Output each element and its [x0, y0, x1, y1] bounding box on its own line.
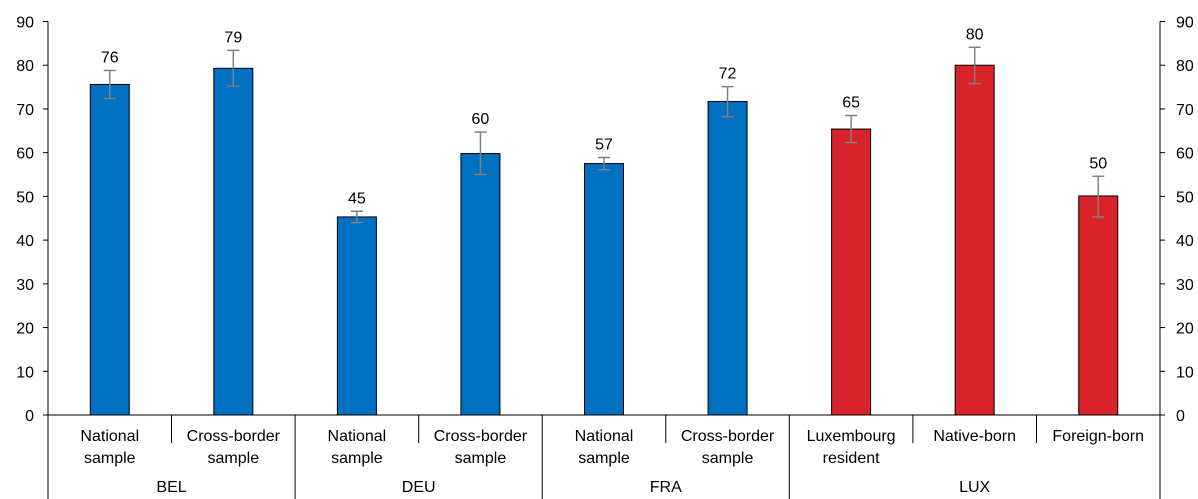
data-label: 76	[101, 49, 119, 66]
bar	[89, 83, 130, 416]
left-y-tick-label: 80	[16, 58, 34, 75]
category-label: sample	[702, 450, 754, 467]
category-label: Cross-border	[434, 428, 528, 445]
bar	[213, 67, 254, 416]
data-label: 57	[595, 136, 613, 153]
right-y-tick-label: 0	[1176, 408, 1185, 425]
group-label: DEU	[402, 479, 436, 496]
data-label: 50	[1089, 155, 1107, 172]
left-y-tick-label: 10	[16, 364, 34, 381]
bar	[584, 163, 624, 416]
category-label: sample	[84, 450, 136, 467]
bar	[831, 128, 872, 416]
left-y-tick-label: 20	[16, 321, 34, 338]
category-label: Cross-border	[187, 428, 281, 445]
left-y-tick-label: 90	[16, 15, 34, 32]
data-label: 72	[719, 66, 737, 83]
left-y-tick-label: 40	[16, 233, 34, 250]
group-label: LUX	[959, 479, 990, 496]
left-y-tick-label: 30	[16, 277, 34, 294]
right-y-tick-label: 20	[1176, 321, 1194, 338]
data-label: 60	[472, 111, 490, 128]
category-label: sample	[331, 450, 383, 467]
left-y-tick-label: 60	[16, 146, 34, 163]
right-y-tick-label: 60	[1176, 146, 1194, 163]
category-label: National	[328, 428, 387, 445]
category-label: Luxembourg	[807, 428, 896, 445]
category-label: sample	[455, 450, 507, 467]
category-label: Foreign-born	[1052, 428, 1144, 445]
left-y-tick-label: 50	[16, 189, 34, 206]
group-label: FRA	[650, 479, 682, 496]
data-label: 80	[966, 26, 984, 43]
right-y-tick-label: 90	[1176, 15, 1194, 32]
right-y-tick-label: 50	[1176, 189, 1194, 206]
category-label: Cross-border	[681, 428, 775, 445]
bar	[1078, 195, 1119, 416]
bar	[707, 101, 748, 416]
bar	[954, 64, 995, 416]
right-y-tick-label: 30	[1176, 277, 1194, 294]
right-y-tick-label: 10	[1176, 364, 1194, 381]
category-label: resident	[823, 450, 880, 467]
group-label: BEL	[156, 479, 186, 496]
category-label: National	[80, 428, 139, 445]
data-label: 65	[842, 95, 860, 112]
left-y-tick-label: 70	[16, 102, 34, 119]
left-y-tick-label: 0	[25, 408, 34, 425]
bar	[460, 153, 501, 416]
right-y-tick-label: 80	[1176, 58, 1194, 75]
category-label: sample	[578, 450, 630, 467]
right-y-tick-label: 70	[1176, 102, 1194, 119]
category-label: sample	[208, 450, 260, 467]
right-y-tick-label: 40	[1176, 233, 1194, 250]
category-label: Native-born	[933, 428, 1016, 445]
data-label: 79	[224, 29, 242, 46]
data-label: 45	[348, 190, 366, 207]
bar	[336, 216, 377, 416]
category-label: National	[575, 428, 634, 445]
